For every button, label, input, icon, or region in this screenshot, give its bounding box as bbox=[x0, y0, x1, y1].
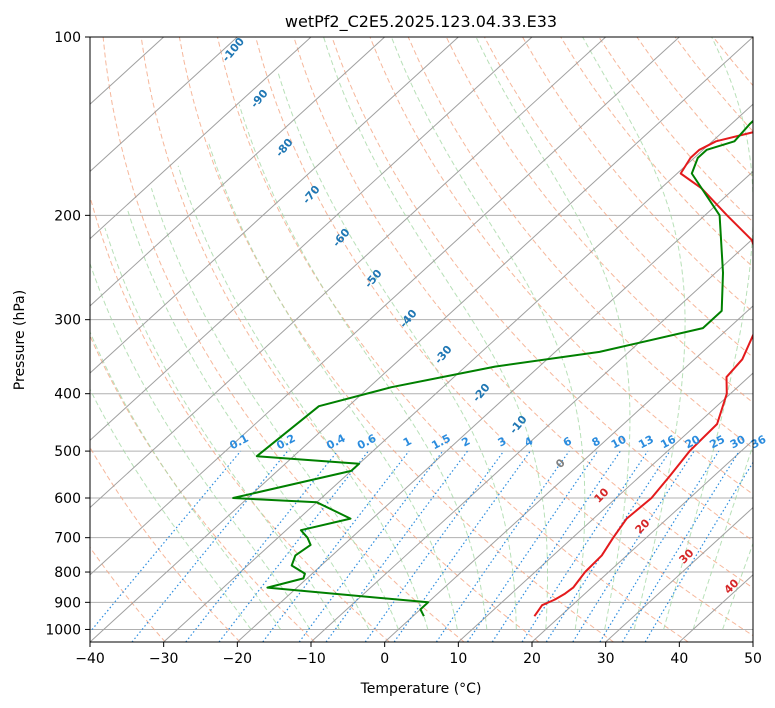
y-axis-label: Pressure (hPa) bbox=[12, 290, 28, 390]
isotherm-line bbox=[90, 37, 238, 173]
x-tick-label: −10 bbox=[296, 651, 326, 667]
isotherm-line bbox=[531, 439, 753, 642]
mixing-ratio-line bbox=[572, 450, 695, 642]
mixing-ratio-label: 16 bbox=[658, 433, 678, 452]
y-tick-label: 900 bbox=[54, 595, 81, 611]
isotherm-line bbox=[605, 506, 753, 642]
x-axis-label: Temperature (°C) bbox=[360, 681, 482, 697]
y-tick-label: 300 bbox=[54, 313, 81, 329]
mixing-ratio-line bbox=[90, 450, 242, 633]
isotherm-line bbox=[384, 305, 753, 642]
isotherm-line bbox=[163, 103, 753, 642]
profile-lines bbox=[232, 119, 753, 617]
y-tick-label: 200 bbox=[54, 208, 81, 224]
mixing-ratio-line bbox=[325, 450, 468, 642]
y-tick-label: 100 bbox=[54, 30, 81, 46]
moist-adiabat bbox=[582, 37, 686, 630]
mixing-ratio-line bbox=[131, 450, 289, 642]
moist-adiabat bbox=[323, 37, 548, 630]
isotherm-line bbox=[90, 37, 753, 642]
mixing-ratio-line bbox=[491, 450, 621, 642]
isotherm-line bbox=[457, 372, 753, 642]
plot-frame bbox=[89, 36, 754, 643]
moist-adiabat bbox=[90, 262, 311, 630]
isotherm-line bbox=[236, 170, 753, 642]
mixing-ratio-line bbox=[621, 450, 740, 642]
x-axis: −40 −30 −20 −10 0 10 20 30 40 50 bbox=[75, 642, 762, 667]
mixing-ratio-line bbox=[545, 450, 671, 642]
mixing-ratio-line bbox=[262, 450, 410, 642]
dry-adiabat bbox=[369, 37, 753, 495]
x-tick-label: 10 bbox=[449, 651, 467, 667]
y-tick-label: 500 bbox=[54, 444, 81, 460]
isotherm-line bbox=[90, 37, 386, 307]
x-tick-label: −30 bbox=[149, 651, 179, 667]
y-axis: 100 200 300 400 500 600 700 800 900 1000 bbox=[45, 30, 90, 638]
x-tick-label: 0 bbox=[380, 651, 389, 667]
moist-adiabat bbox=[126, 208, 370, 630]
y-tick-label: 400 bbox=[54, 387, 81, 403]
dry-adiabat bbox=[217, 37, 689, 642]
background-lines bbox=[90, 37, 753, 642]
moist-adiabat bbox=[277, 72, 517, 630]
dewpoint-profile-line bbox=[232, 119, 753, 617]
isotherm-line bbox=[90, 37, 312, 240]
chart-title: wetPf2_C2E5.2025.123.04.33.E33 bbox=[285, 12, 557, 32]
mixing-ratio-label: 36 bbox=[749, 433, 769, 452]
y-tick-label: 700 bbox=[54, 531, 81, 547]
mixing-ratio-line bbox=[364, 450, 505, 642]
moist-adiabat bbox=[90, 388, 252, 630]
isotherm-line bbox=[90, 37, 607, 509]
mixing-ratio-line bbox=[393, 450, 531, 642]
x-tick-label: 30 bbox=[597, 651, 615, 667]
moist-adiabat bbox=[692, 443, 753, 630]
mixing-ratio-line bbox=[466, 450, 599, 642]
moist-adiabat bbox=[177, 165, 429, 630]
dry-adiabat bbox=[178, 37, 614, 642]
isotherm-line bbox=[310, 237, 753, 642]
moist-adiabat bbox=[90, 330, 281, 630]
dry-adiabat bbox=[90, 446, 241, 642]
x-tick-label: −40 bbox=[75, 651, 105, 667]
x-tick-label: 50 bbox=[744, 651, 762, 667]
isotherm-line bbox=[90, 37, 533, 442]
moist-adiabat bbox=[663, 37, 753, 630]
dry-adiabat bbox=[140, 37, 540, 642]
y-tick-label: 600 bbox=[54, 491, 81, 507]
isotherm-line bbox=[90, 37, 680, 576]
mixing-ratio-label: 30 bbox=[728, 433, 748, 452]
dry-adiabat bbox=[293, 37, 753, 589]
dry-adiabat bbox=[90, 334, 316, 642]
x-tick-label: 40 bbox=[670, 651, 688, 667]
mixing-ratio-label: 13 bbox=[636, 433, 656, 452]
mixing-ratio-label: 25 bbox=[707, 433, 727, 452]
mixing-ratio-label: 20 bbox=[683, 433, 703, 452]
dry-adiabat bbox=[102, 37, 465, 642]
x-tick-label: −20 bbox=[223, 651, 253, 667]
moist-adiabat bbox=[475, 37, 631, 630]
dry-adiabat bbox=[522, 37, 753, 313]
moist-adiabat bbox=[238, 104, 488, 630]
y-tick-label: 800 bbox=[54, 565, 81, 581]
mixing-ratio-line bbox=[521, 450, 649, 642]
y-tick-label: 1000 bbox=[45, 622, 81, 638]
moist-adiabat bbox=[207, 141, 458, 630]
mixing-ratio-line bbox=[185, 450, 339, 642]
moist-adiabat bbox=[150, 188, 399, 630]
mixing-ratio-line bbox=[298, 450, 444, 642]
isotherm-line bbox=[90, 37, 459, 374]
moist-adiabat bbox=[722, 542, 753, 630]
x-tick-label: 20 bbox=[523, 651, 541, 667]
mixing-ratio-label: 10 bbox=[609, 433, 629, 452]
dry-adiabat bbox=[445, 37, 753, 404]
mixing-ratio-line bbox=[435, 450, 570, 642]
